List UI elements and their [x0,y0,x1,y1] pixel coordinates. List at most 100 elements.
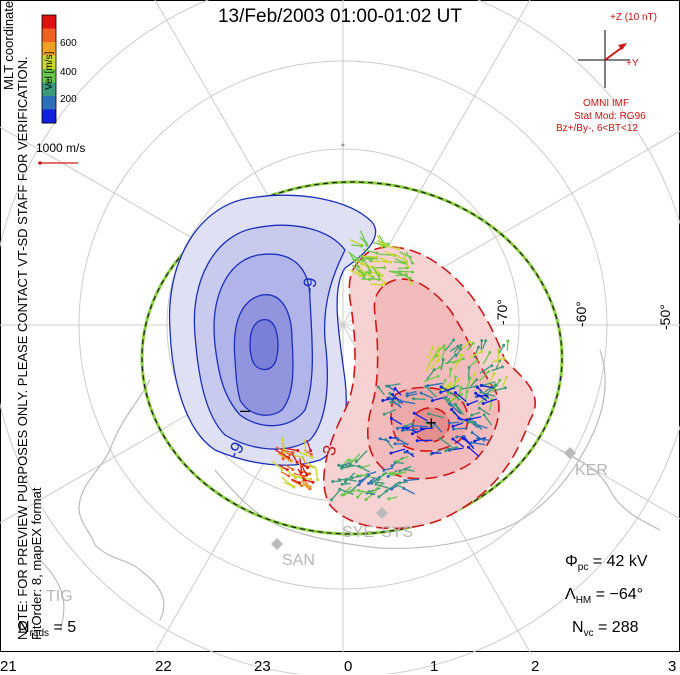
velocity-vector-origin [383,413,386,416]
colorbar-title: Vel [m/s] [44,52,55,90]
velocity-vector-origin [455,436,458,439]
velocity-vector [414,399,426,400]
velocity-vector-origin [309,478,312,481]
velocity-vector-origin [340,467,343,470]
velocity-vector-origin [447,398,450,401]
velocity-vector-origin [471,431,474,434]
velocity-vector-origin [473,373,476,376]
velocity-vector-origin [502,344,505,347]
velocity-vector-origin [449,368,452,371]
velocity-vector-origin [360,245,363,248]
velocity-vector-origin [462,357,465,360]
velocity-vector-origin [343,493,346,496]
velocity-vector-origin [380,284,383,287]
velocity-vector-origin [460,354,463,357]
imf-model-label: Stat Mod: RG96 [574,111,646,122]
velocity-vector-origin [451,425,454,428]
velocity-vector-origin [467,446,470,449]
velocity-vector-origin [470,414,473,417]
velocity-vector-origin [330,498,333,501]
velocity-vector-origin [403,479,406,482]
mlt-label-22: 22 [155,658,172,675]
velocity-vector-origin [391,464,394,467]
velocity-vector-origin [379,437,382,440]
velocity-vector-origin [312,466,315,469]
velocity-vector-origin [435,354,438,357]
velocity-vector-origin [477,394,480,397]
velocity-vector-origin [394,442,397,445]
velocity-vector-origin [306,466,309,469]
velocity-vector-origin [478,407,481,410]
map-title: 13/Feb/2003 01:00-01:02 UT [0,6,680,28]
velocity-vector-origin [453,403,456,406]
velocity-vector-origin [444,449,447,452]
velocity-vector-origin [309,449,312,452]
velocity-vector-origin [468,340,471,343]
radar-site-san: SAN [282,552,315,570]
velocity-vector-origin [357,265,360,268]
velocity-vector-origin [382,469,385,472]
velocity-vector-origin [345,478,348,481]
velocity-vector-origin [282,457,285,460]
velocity-vector-origin [293,486,296,489]
velocity-vector-origin [494,383,497,386]
velocity-vector-origin [468,366,471,369]
velocity-vector-origin [480,339,483,342]
velocity-vector-origin [355,460,358,463]
velocity-vector-origin [450,392,453,395]
velocity-vector-origin [390,452,393,455]
velocity-vector-origin [396,427,399,430]
velocity-vector-origin [403,261,406,264]
velocity-vector-origin [302,475,305,478]
mlt-label-2: 2 [531,658,539,675]
mlt-label-1: 1 [430,658,438,675]
velocity-vector-origin [389,436,392,439]
velocity-vector-origin [365,242,368,245]
velocity-vector-origin [505,376,508,379]
colorbar-segment [42,110,56,124]
velocity-vector-origin [383,266,386,269]
velocity-vector-origin [448,422,451,425]
velocity-vector-origin [400,273,403,276]
velocity-vector-origin [431,399,434,402]
velocity-vector-origin [487,370,490,373]
velocity-vector-origin [474,392,477,395]
mlt-label-23: 23 [254,658,271,675]
hm-boundary-latitude: ΛHM = −64° [565,586,643,606]
velocity-vector-origin [427,384,430,387]
imf-z-label: +Z (10 nT) [610,12,657,23]
cross-polar-cap-potential: Φpc = 42 kV [565,553,647,573]
velocity-vector-origin [469,377,472,380]
velocity-vector-origin [472,342,475,345]
velocity-vector-origin [344,480,347,483]
velocity-vector-origin [389,261,392,264]
velocity-vector-origin [389,401,392,404]
velocity-vector-origin [433,368,436,371]
velocity-vector-origin [484,339,487,342]
velocity-vector-origin [440,386,443,389]
velocity-vector-origin [454,375,457,378]
velocity-vector-origin [375,252,378,255]
velocity-vector-origin [406,267,409,270]
velocity-vector-origin [444,379,447,382]
velocity-vector-origin [381,399,384,402]
velocity-vector-origin [431,357,434,360]
velocity-vector-origin [377,386,380,389]
velocity-vector-origin [477,346,480,349]
velocity-vector-origin [363,273,366,276]
velocity-vector-origin [454,391,457,394]
velocity-vector-origin [403,451,406,454]
velocity-vector-origin [390,417,393,420]
velocity-vector-origin [305,474,308,477]
mlt-label-21: 21 [0,658,17,675]
velocity-vector-origin [476,386,479,389]
potential-minimum-marker: – [240,400,250,421]
velocity-vector-origin [406,394,409,397]
velocity-vector-origin [394,387,397,390]
velocity-vector-origin [443,347,446,350]
velocity-vector-origin [420,392,423,395]
velocity-vector-origin [389,472,392,475]
radar-count: Nrads = 5 [18,619,76,639]
velocity-vector-origin [294,476,297,479]
colorbar-tick-600: 600 [60,38,77,49]
